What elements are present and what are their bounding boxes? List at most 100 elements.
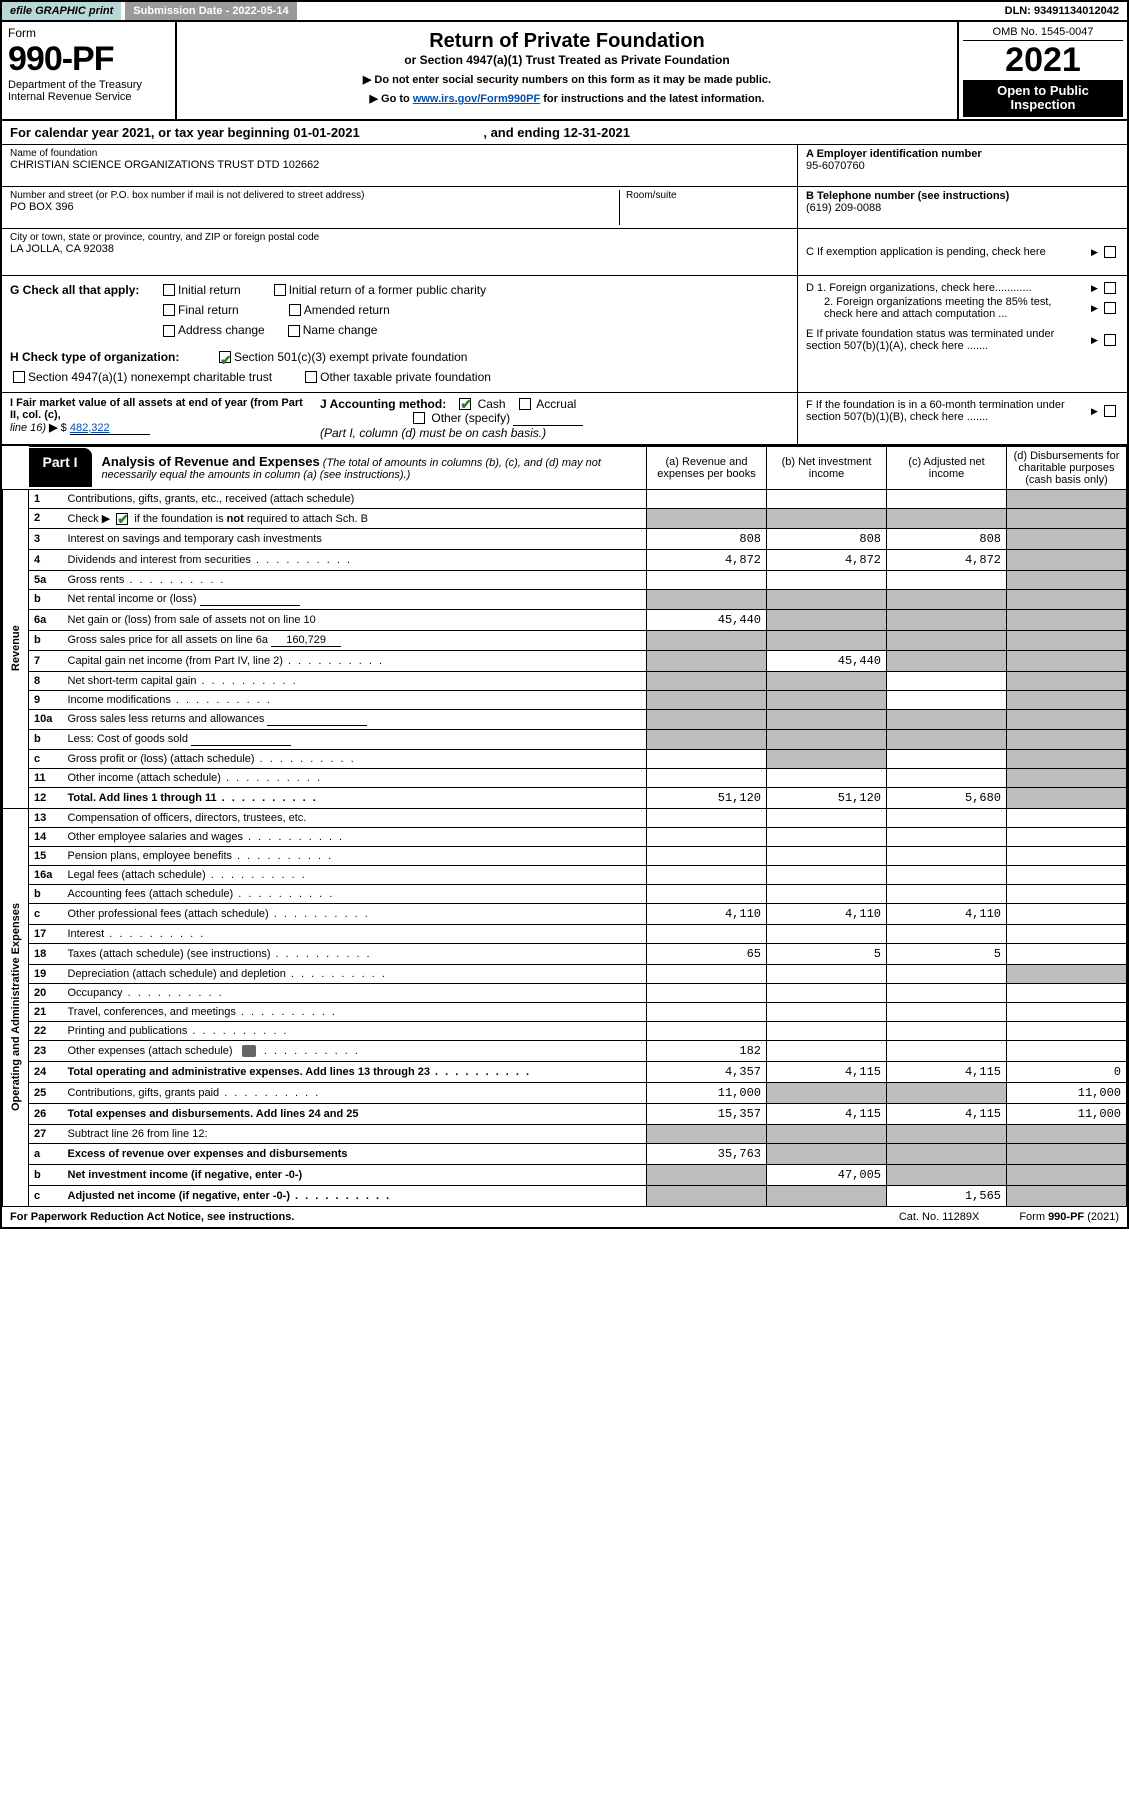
checkbox-address-change[interactable] — [163, 325, 175, 337]
checkbox-name-change[interactable] — [288, 325, 300, 337]
fmv-block: I Fair market value of all assets at end… — [2, 393, 312, 444]
attachment-icon[interactable] — [242, 1045, 256, 1057]
cell-a — [647, 768, 767, 787]
checkbox-c[interactable] — [1104, 246, 1116, 258]
cell-a: 4,110 — [647, 903, 767, 924]
checkbox-d1[interactable] — [1104, 282, 1116, 294]
cell-d — [1007, 528, 1127, 549]
checkbox-d2[interactable] — [1104, 302, 1116, 314]
exemption-pending: C If exemption application is pending, c… — [798, 231, 1127, 273]
cell-a — [647, 489, 767, 508]
checkbox-amended[interactable] — [289, 304, 301, 316]
inline-box[interactable] — [267, 713, 367, 726]
checkbox-other-taxable[interactable] — [305, 371, 317, 383]
checkbox-f[interactable] — [1104, 405, 1116, 417]
ij-row: I Fair market value of all assets at end… — [2, 393, 1127, 446]
line-number: 16a — [29, 865, 63, 884]
cell-b — [767, 865, 887, 884]
line-label: Interest — [63, 924, 647, 943]
table-row: 15Pension plans, employee benefits — [3, 846, 1127, 865]
city-label: City or town, state or province, country… — [10, 232, 789, 243]
table-row: cOther professional fees (attach schedul… — [3, 903, 1127, 924]
inline-box[interactable] — [191, 733, 291, 746]
opt-accrual: Accrual — [536, 397, 576, 411]
cell-a — [647, 630, 767, 650]
instr-pre: ▶ Go to — [370, 93, 413, 105]
ein-label: A Employer identification number — [806, 148, 1119, 160]
calyear-mid: , and ending — [480, 125, 564, 140]
checkbox-4947[interactable] — [13, 371, 25, 383]
def-right: D 1. Foreign organizations, check here..… — [797, 276, 1127, 392]
line-number: 15 — [29, 846, 63, 865]
cell-b — [767, 570, 887, 589]
f-label: F If the foundation is in a 60-month ter… — [806, 399, 1076, 423]
cell-b — [767, 1082, 887, 1103]
table-row: 12Total. Add lines 1 through 1151,12051,… — [3, 787, 1127, 808]
line-label: Other income (attach schedule) — [63, 768, 647, 787]
cell-d: 11,000 — [1007, 1082, 1127, 1103]
form-subtitle: or Section 4947(a)(1) Trust Treated as P… — [185, 53, 949, 67]
line-number: 19 — [29, 964, 63, 983]
cell-d — [1007, 749, 1127, 768]
checkbox-final[interactable] — [163, 304, 175, 316]
table-row: 9Income modifications — [3, 690, 1127, 709]
cell-c — [887, 690, 1007, 709]
checkbox-initial-former[interactable] — [274, 284, 286, 296]
line-number: 9 — [29, 690, 63, 709]
cell-b — [767, 749, 887, 768]
efile-badge[interactable]: efile GRAPHIC print — [2, 2, 121, 20]
checkbox-initial-return[interactable] — [163, 284, 175, 296]
table-row: 4Dividends and interest from securities4… — [3, 549, 1127, 570]
instr-link[interactable]: www.irs.gov/Form990PF — [413, 93, 540, 105]
line-label: Compensation of officers, directors, tru… — [63, 808, 647, 827]
checkbox-e[interactable] — [1104, 334, 1116, 346]
arrow-icon — [1091, 405, 1098, 417]
cell-d — [1007, 768, 1127, 787]
line-label: Contributions, gifts, grants paid — [63, 1082, 647, 1103]
inline-box[interactable] — [200, 593, 300, 606]
cell-b — [767, 630, 887, 650]
cell-c — [887, 983, 1007, 1002]
checkbox-other-acct[interactable] — [413, 412, 425, 424]
addr-label: Number and street (or P.O. box number if… — [10, 190, 613, 201]
c-label: C If exemption application is pending, c… — [806, 246, 1046, 258]
line-number: 12 — [29, 787, 63, 808]
cell-a — [647, 650, 767, 671]
cell-a: 35,763 — [647, 1143, 767, 1164]
cell-d — [1007, 1040, 1127, 1061]
part1-title: Analysis of Revenue and Expenses — [102, 454, 320, 469]
table-row: 11Other income (attach schedule) — [3, 768, 1127, 787]
form-page: Form 990-PF Department of the Treasury I… — [0, 22, 1129, 1229]
line-label: Accounting fees (attach schedule) — [63, 884, 647, 903]
opt-4947: Section 4947(a)(1) nonexempt charitable … — [28, 367, 272, 387]
revenue-side-label: Revenue — [3, 489, 29, 808]
line-label: Gross profit or (loss) (attach schedule) — [63, 749, 647, 768]
line-number: b — [29, 729, 63, 749]
g-h-checks: G Check all that apply: Initial return I… — [2, 276, 1127, 393]
line-number: 20 — [29, 983, 63, 1002]
checkbox-cash[interactable] — [459, 398, 471, 410]
checkbox-501c3[interactable] — [219, 351, 231, 363]
cell-b — [767, 827, 887, 846]
opt-501c3: Section 501(c)(3) exempt private foundat… — [234, 347, 467, 367]
cell-d — [1007, 1185, 1127, 1206]
checkbox-accrual[interactable] — [519, 398, 531, 410]
instr-no-ssn: ▶ Do not enter social security numbers o… — [185, 73, 949, 86]
line-label: Other employee salaries and wages — [63, 827, 647, 846]
line-label: Legal fees (attach schedule) — [63, 865, 647, 884]
cell-d: 11,000 — [1007, 1103, 1127, 1124]
cell-d — [1007, 650, 1127, 671]
cell-c — [887, 589, 1007, 609]
table-row: bGross sales price for all assets on lin… — [3, 630, 1127, 650]
gh-left: G Check all that apply: Initial return I… — [2, 276, 797, 392]
fmv-link[interactable]: 482,322 — [70, 422, 110, 434]
table-row: 24Total operating and administrative exp… — [3, 1061, 1127, 1082]
checkbox-schb[interactable] — [116, 513, 128, 525]
instr-goto: ▶ Go to www.irs.gov/Form990PF for instru… — [185, 92, 949, 105]
table-row: 2Check ▶ if the foundation is not requir… — [3, 508, 1127, 528]
form-header: Form 990-PF Department of the Treasury I… — [2, 22, 1127, 121]
other-specify-line[interactable] — [513, 411, 583, 426]
cell-b — [767, 609, 887, 630]
phone-value: (619) 209-0088 — [806, 202, 1119, 214]
cell-c — [887, 749, 1007, 768]
